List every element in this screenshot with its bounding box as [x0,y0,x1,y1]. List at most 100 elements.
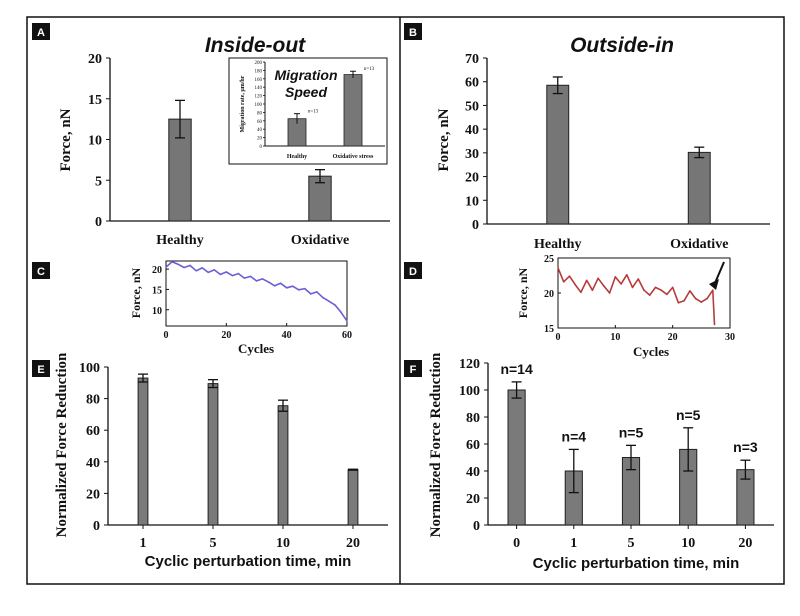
y-tick-label: 0 [93,519,100,534]
panel-label: B [409,27,417,39]
panel-label-box [404,262,422,279]
data-point [291,285,294,287]
data-point [346,320,348,322]
data-point [608,292,611,294]
plot-frame [165,260,348,327]
data-point [620,283,622,285]
sample-size-label: n=5 [676,407,701,423]
data-point [207,271,210,274]
data-point [677,302,680,304]
y-tick-label: 15 [152,285,162,296]
y-axis-label: Force, nN [58,108,74,171]
data-point [654,286,657,289]
inset-y-tick-label: 160 [255,78,263,83]
bar [207,383,219,526]
y-tick-label: 30 [465,147,479,162]
data-point [261,278,264,280]
inset-y-tick-label: 40 [257,128,263,133]
inset-x-tick-label: Healthy [287,154,307,160]
y-tick-label: 120 [459,357,480,372]
panel-label-box [32,23,50,40]
x-tick-label: 0 [513,536,520,551]
data-point [243,277,246,279]
y-tick-label: 20 [544,289,554,300]
inset-sample-size: n=13 [364,67,375,72]
y-tick-label: 20 [86,487,100,502]
inset-y-tick-label: 100 [255,103,263,108]
bar [507,389,526,526]
data-point [328,300,330,303]
figure-frame [26,16,785,585]
inset-y-tick-label: 20 [257,137,263,142]
y-tick-label: 80 [466,411,480,426]
y-tick-label: 15 [88,93,102,108]
data-point [614,276,617,278]
y-axis-label: Force, nN [436,108,452,171]
x-tick-label: 10 [610,332,620,343]
y-tick-label: 80 [86,393,100,408]
data-point [340,311,342,313]
data-point [626,274,628,276]
x-tick-label: Healthy [156,233,203,248]
data-point [189,264,191,267]
data-point [195,269,197,272]
x-tick-label: 20 [346,536,360,551]
inset-title-line: Speed [285,84,327,100]
x-tick-label: 1 [570,536,577,551]
y-axis-label: Force, nN [129,267,143,318]
series-line [165,261,348,322]
y-axis-label: Normalized Force Reduction [428,352,444,537]
sample-size-label: n=14 [500,361,533,377]
y-tick-label: 60 [465,76,479,91]
panel-label-box [32,262,50,279]
x-tick-label: 20 [738,536,752,551]
x-axis-label: Cycles [238,341,274,356]
bar [546,84,570,225]
data-point [660,289,662,292]
y-tick-label: 60 [86,424,100,439]
data-point [249,275,252,278]
chart-title: Inside-out [205,34,306,57]
bar [347,469,359,526]
data-point [568,275,571,278]
data-point [297,289,300,291]
x-axis-label: Cycles [633,344,669,359]
y-tick-label: 20 [466,492,480,507]
bar [687,151,711,225]
y-tick-label: 40 [466,465,480,480]
x-tick-label: 60 [342,330,352,341]
y-tick-label: 60 [466,438,480,453]
arrow-icon [714,261,725,284]
arrow-head-icon [709,279,719,290]
data-point [666,293,668,296]
inset-y-tick-label: 140 [255,86,263,91]
series-line [557,267,716,325]
inset-y-tick-label: 0 [260,145,263,150]
x-tick-label: Oxidative [670,237,728,252]
x-tick-label: 40 [282,330,292,341]
x-tick-label: 5 [628,536,635,551]
data-point [700,301,703,303]
data-point [285,287,288,289]
data-point [279,282,282,285]
x-tick-label: Healthy [534,237,581,252]
data-point [712,289,714,292]
x-tick-label: 0 [164,330,169,341]
data-point [171,261,173,263]
x-tick-label: 20 [221,330,231,341]
data-point [683,299,685,302]
x-tick-label: Oxidative [291,233,349,248]
data-point [303,287,306,290]
x-tick-label: 30 [725,332,735,343]
y-tick-label: 40 [465,123,479,138]
y-tick-label: 20 [465,171,479,186]
x-axis-label: Cyclic perturbation time, min [145,553,352,570]
y-tick-label: 100 [459,384,480,399]
data-point [334,304,336,306]
y-axis-label: Normalized Force Reduction [54,352,70,537]
inset-title-line: Migration [275,67,338,83]
inset-y-tick-label: 120 [255,95,263,100]
data-point [694,297,697,300]
data-point [713,323,716,326]
y-tick-label: 0 [95,215,102,230]
